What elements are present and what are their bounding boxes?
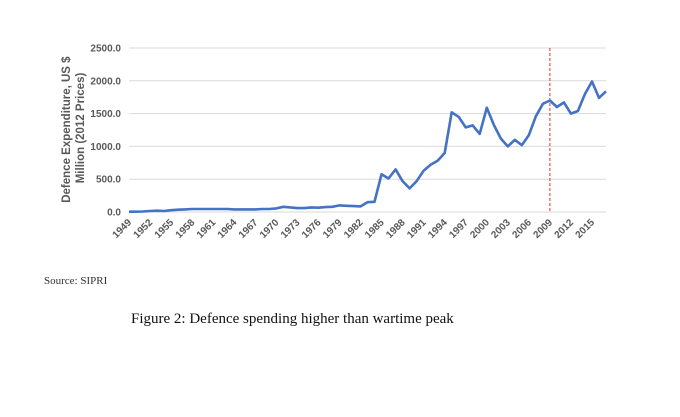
x-tick-label: 1961 xyxy=(195,217,219,241)
gridlines xyxy=(129,47,606,213)
x-tick-label: 1967 xyxy=(237,217,261,241)
x-tick-label: 1988 xyxy=(384,217,408,241)
y-tick-label: 1500.0 xyxy=(90,109,121,120)
x-tick-label: 1952 xyxy=(132,217,156,241)
x-tick-label: 2012 xyxy=(553,217,577,241)
x-tick-label: 1973 xyxy=(279,217,303,241)
source-note: Source: SIPRI xyxy=(44,275,108,287)
x-tick-labels: 1949195219551958196119641967197019731976… xyxy=(111,217,598,241)
x-tick-label: 1976 xyxy=(300,217,324,241)
y-tick-label: 2500.0 xyxy=(90,44,121,55)
x-tick-label: 1949 xyxy=(111,217,135,241)
x-tick-label: 1970 xyxy=(258,217,282,241)
y-tick-labels: 0.0 500.0 1000.0 1500.0 2000.0 2500.0 xyxy=(90,44,121,219)
figure-caption: Figure 2: Defence spending higher than w… xyxy=(131,311,454,327)
x-tick-label: 1985 xyxy=(363,217,387,241)
y-tick-label: 1000.0 xyxy=(90,142,121,153)
y-tick-label: 2000.0 xyxy=(90,76,121,87)
y-axis-label: Defence Expenditure, US $ Million (2012 … xyxy=(61,53,87,203)
y-tick-label: 500.0 xyxy=(96,175,121,186)
x-tick-label: 1997 xyxy=(447,217,471,241)
x-tick-label: 1958 xyxy=(174,217,198,241)
x-tick-label: 2015 xyxy=(574,217,598,241)
x-tick-label: 1994 xyxy=(426,217,450,241)
x-tick-label: 1979 xyxy=(321,217,345,241)
x-tick-label: 2009 xyxy=(531,217,555,241)
x-tick-label: 1982 xyxy=(342,217,366,241)
x-tick-label: 2000 xyxy=(468,217,492,241)
x-tick-label: 1964 xyxy=(216,217,240,241)
x-tick-label: 2006 xyxy=(510,217,534,241)
series-line xyxy=(129,80,607,213)
x-tick-label: 2003 xyxy=(489,217,513,241)
x-tick-label: 1991 xyxy=(405,217,429,241)
y-tick-label: 0.0 xyxy=(107,208,121,219)
x-tick-label: 1955 xyxy=(153,217,177,241)
